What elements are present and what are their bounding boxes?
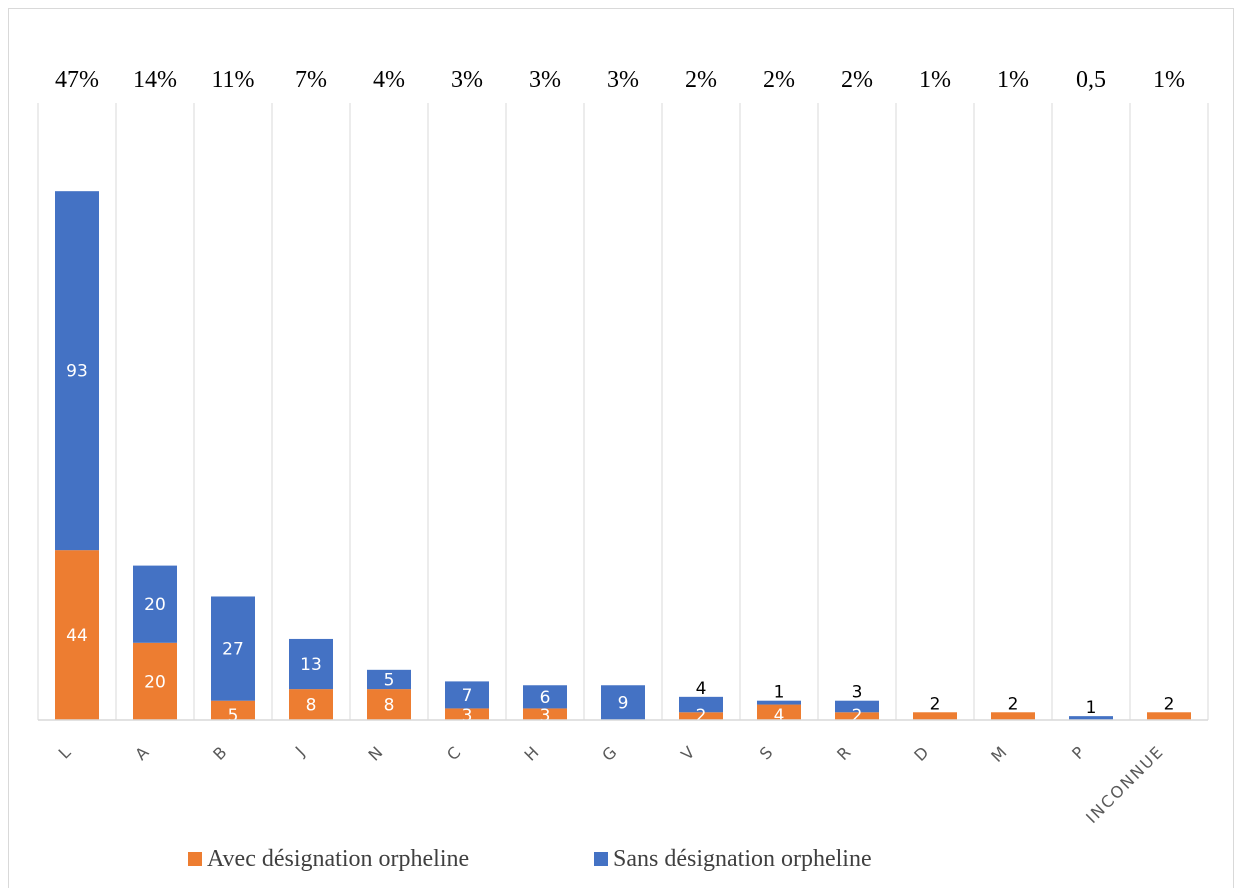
data-label-sans: 5 — [384, 670, 395, 690]
data-label-avec: 2 — [696, 706, 707, 726]
data-label-sans: 1 — [1086, 698, 1097, 718]
legend: Avec désignation orpheline Sans désignat… — [188, 846, 872, 872]
category-label: INCONNUE — [1082, 741, 1168, 827]
percent-label: 1% — [919, 67, 951, 93]
bar-avec-inconnue — [1147, 712, 1191, 720]
bar-sans-l — [55, 191, 99, 551]
legend-label-avec: Avec désignation orpheline — [207, 846, 469, 872]
data-label-avec: 3 — [462, 706, 473, 726]
data-label-sans: 3 — [852, 683, 863, 703]
data-label-avec: 3 — [540, 706, 551, 726]
bar-sans-s — [757, 700, 801, 705]
percent-label: 47% — [55, 67, 99, 93]
category-label: L — [55, 741, 76, 762]
category-label: S — [756, 741, 778, 763]
bar-avec-d — [913, 712, 957, 720]
category-label: B — [209, 741, 232, 764]
bar-sans-c — [445, 681, 489, 709]
percent-label: 0,5 — [1076, 67, 1106, 93]
bar-sans-a — [133, 565, 177, 643]
data-label-sans: 20 — [144, 595, 166, 615]
bar-avec-m — [991, 712, 1035, 720]
data-label-avec: 44 — [66, 626, 88, 646]
data-label-sans: 1 — [774, 683, 785, 703]
percent-label: 2% — [841, 67, 873, 93]
percent-label: 2% — [763, 67, 795, 93]
bar-avec-c — [445, 708, 489, 720]
bar-avec-j — [289, 689, 333, 720]
category-label: G — [598, 741, 622, 765]
data-label-avec: 8 — [384, 696, 395, 716]
data-label-avec: 4 — [774, 706, 785, 726]
category-label: V — [677, 741, 700, 764]
chart-frame — [8, 8, 1234, 888]
data-label-avec: 8 — [306, 696, 317, 716]
category-label: D — [910, 741, 934, 765]
category-label: R — [833, 741, 856, 764]
bar-avec-n — [367, 689, 411, 720]
category-label: M — [987, 741, 1012, 766]
bar-sans-p — [1069, 716, 1113, 720]
percent-label: 1% — [1153, 67, 1185, 93]
bar-avec-s — [757, 704, 801, 720]
data-label-avec: 2 — [1008, 694, 1019, 714]
category-label: P — [1068, 741, 1090, 763]
bar-avec-r — [835, 712, 879, 720]
percent-label: 14% — [133, 67, 177, 93]
data-label-sans: 9 — [618, 694, 629, 714]
data-label-sans: 27 — [222, 640, 244, 660]
bar-avec-l — [55, 550, 99, 720]
gridlines — [37, 103, 1209, 720]
bar-sans-v — [679, 696, 723, 713]
data-label-sans: 13 — [300, 655, 322, 675]
bar-sans-b — [211, 596, 255, 701]
percent-label: 1% — [997, 67, 1029, 93]
percent-label: 4% — [373, 67, 405, 93]
bar-avec-a — [133, 642, 177, 720]
percent-label: 2% — [685, 67, 717, 93]
legend-label-sans: Sans désignation orpheline — [613, 846, 872, 872]
percent-label: 11% — [211, 67, 254, 93]
bar-sans-n — [367, 669, 411, 690]
category-label: N — [365, 741, 388, 764]
category-label: J — [291, 741, 310, 760]
legend-swatch-avec — [188, 852, 202, 866]
data-label-sans: 93 — [66, 362, 88, 382]
bar-avec-h — [523, 708, 567, 720]
percent-label: 7% — [295, 67, 327, 93]
bar-avec-b — [211, 700, 255, 720]
data-label-avec: 2 — [930, 694, 941, 714]
bar-sans-h — [523, 685, 567, 709]
percent-labels: 47% 14% 11% 7% 4% 3% 3% 3% 2% 2% 2% 1% 1% 0,5 1% — [55, 67, 1185, 93]
bar-sans-r — [835, 700, 879, 713]
category-label: H — [520, 741, 543, 764]
data-label-sans: 4 — [696, 679, 707, 699]
legend-swatch-sans — [594, 852, 608, 866]
bar-sans-j — [289, 638, 333, 690]
data-label-avec: 20 — [144, 672, 166, 692]
category-label: A — [131, 741, 154, 764]
data-label-sans: 6 — [540, 688, 551, 708]
data-label-avec: 2 — [852, 706, 863, 726]
percent-label: 3% — [529, 67, 561, 93]
category-label: C — [443, 741, 466, 764]
bar-sans-g — [601, 685, 645, 720]
bar-avec-v — [679, 712, 723, 720]
percent-label: 3% — [451, 67, 483, 93]
data-label-avec: 5 — [228, 706, 239, 726]
data-label-sans: 7 — [462, 686, 473, 706]
percent-label: 3% — [607, 67, 639, 93]
data-label-avec: 2 — [1164, 694, 1175, 714]
